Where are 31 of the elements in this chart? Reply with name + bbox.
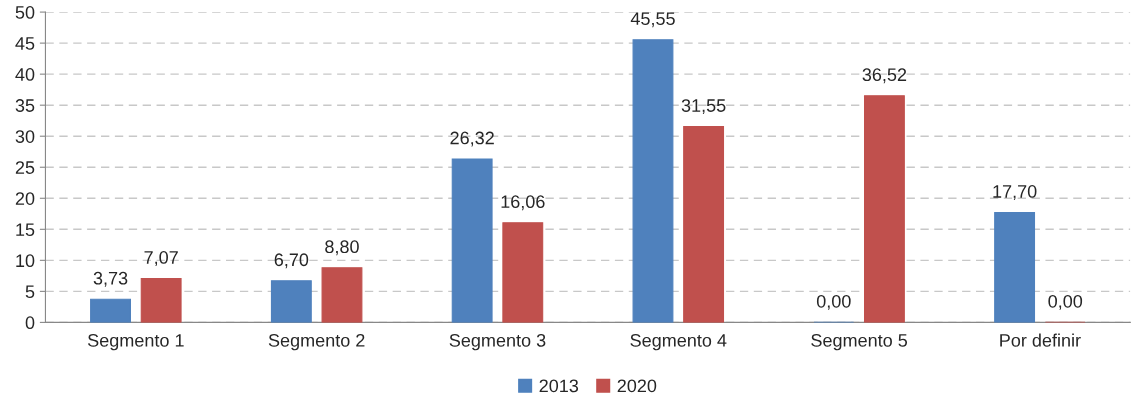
data-label: 31,55 bbox=[681, 99, 726, 115]
data-label: 17,70 bbox=[993, 185, 1037, 200]
x-tick-label: Por definir bbox=[1000, 333, 1081, 347]
y-tick-label: 10 bbox=[16, 254, 35, 268]
x-tick-label: Segmento 2 bbox=[268, 333, 365, 351]
y-tick-label: 5 bbox=[25, 285, 35, 299]
y-tick-label: 50 bbox=[15, 6, 35, 19]
y-tick-label: 25 bbox=[15, 161, 35, 174]
data-label: 3,73 bbox=[93, 271, 128, 287]
x-tick-label: Segmento 3 bbox=[449, 333, 546, 351]
data-label: 0,00 bbox=[816, 294, 851, 310]
x-tick-label: Segmento 5 bbox=[811, 333, 908, 351]
y-tick-label: 45 bbox=[15, 37, 35, 50]
data-label: 36,52 bbox=[862, 68, 907, 84]
y-tick-label: 15 bbox=[16, 223, 35, 237]
data-label: 45,55 bbox=[630, 12, 675, 28]
data-label: 0,00 bbox=[1048, 294, 1083, 310]
legend-label: 2020 bbox=[617, 379, 657, 393]
data-label: 7,07 bbox=[144, 251, 178, 266]
y-tick-label: 30 bbox=[15, 130, 35, 143]
x-tick-label: Segmento 4 bbox=[630, 333, 727, 351]
y-tick-label: 20 bbox=[15, 192, 35, 205]
data-label: 26,32 bbox=[450, 131, 494, 147]
legend-label: 2013 bbox=[539, 379, 579, 393]
data-label: 8,80 bbox=[325, 240, 359, 256]
y-tick-label: 35 bbox=[15, 99, 35, 112]
y-tick-label: 0 bbox=[25, 316, 35, 330]
x-tick-label: Segmento 1 bbox=[87, 333, 184, 351]
data-label: 16,06 bbox=[501, 195, 545, 211]
data-label: 6,70 bbox=[274, 253, 309, 269]
y-tick-label: 40 bbox=[15, 68, 35, 81]
